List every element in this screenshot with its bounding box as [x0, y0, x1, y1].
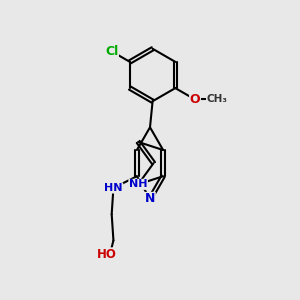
Text: Cl: Cl	[105, 45, 119, 58]
Text: O: O	[190, 93, 200, 106]
Text: CH₃: CH₃	[206, 94, 227, 104]
Text: N: N	[145, 193, 155, 206]
Text: HN: HN	[104, 183, 123, 193]
Text: HO: HO	[97, 248, 116, 261]
Text: NH: NH	[129, 179, 147, 189]
